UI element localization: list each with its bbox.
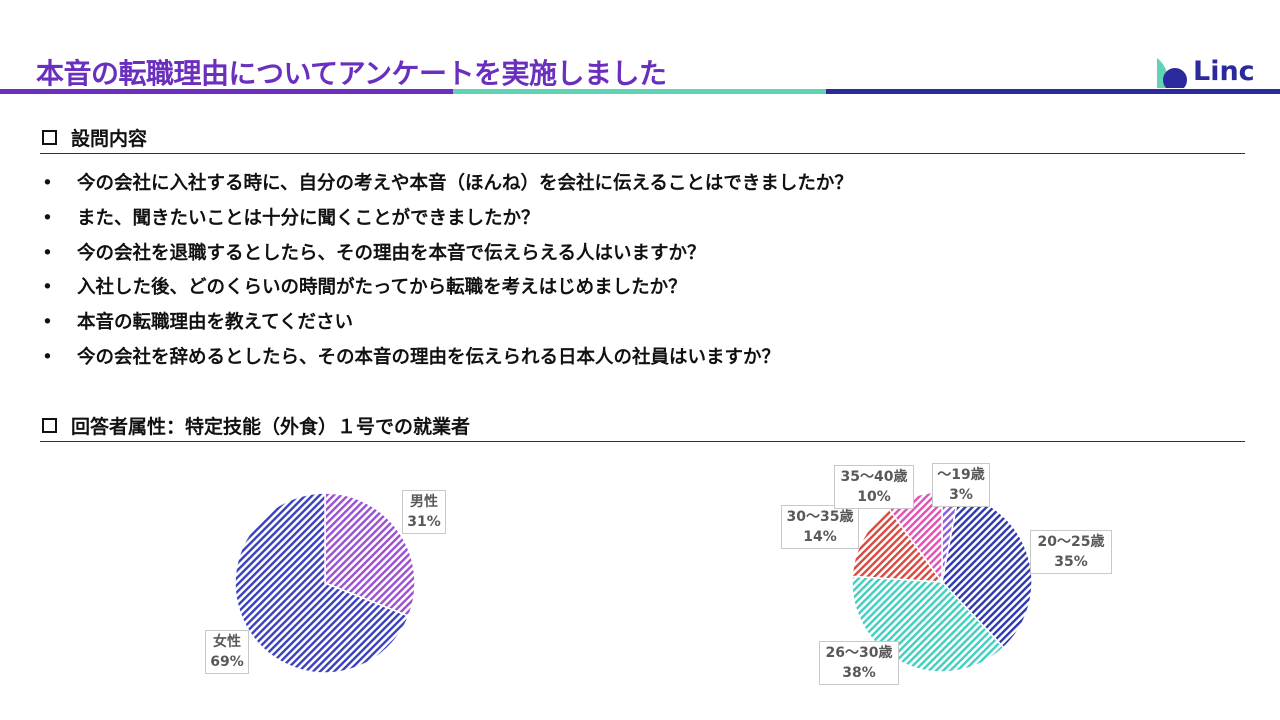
slice-value: 14% — [803, 529, 837, 545]
list-item: また、聞きたいことは十分に聞くことができましたか？ — [40, 202, 853, 237]
slice-value: 10% — [857, 489, 891, 505]
question-list: 今の会社に入社する時に、自分の考えや本音（ほんね）を会社に伝えることはできました… — [40, 167, 853, 376]
respondents-heading-text: 回答者属性：特定技能（外食）１号での就業者 — [71, 416, 471, 438]
slice-label: 20～25歳 — [1037, 534, 1105, 550]
logo-text: Linc — [1193, 56, 1255, 87]
slice-label: 男性 — [410, 494, 438, 510]
slice-label: 35～40歳 — [840, 469, 908, 485]
pie-label-30-35: 30～35歳 14% — [781, 505, 859, 549]
slice-value: 3% — [949, 487, 973, 503]
pie-slice-0-1 — [234, 492, 410, 674]
slice-label: 26～30歳 — [825, 645, 893, 661]
respondents-heading: 回答者属性：特定技能（外食）１号での就業者 — [42, 412, 470, 439]
title-underline-teal — [453, 89, 826, 94]
pie-label-female: 女性 69% — [205, 630, 249, 674]
list-item: 今の会社を退職するとしたら、その理由を本音で伝えらえる人はいますか？ — [40, 237, 853, 272]
divider — [40, 153, 1245, 154]
slice-label: 30～35歳 — [786, 509, 854, 525]
divider — [40, 441, 1245, 442]
pie-label-20-25: 20～25歳 35% — [1030, 530, 1112, 574]
pie-label-35-40: 35～40歳 10% — [834, 465, 914, 509]
pie-slice-1-3 — [851, 508, 944, 583]
pie-label-male: 男性 31% — [402, 490, 446, 534]
pie-label-26-30: 26～30歳 38% — [819, 641, 899, 685]
questions-heading-text: 設問内容 — [71, 128, 148, 150]
square-bullet-icon — [42, 418, 57, 433]
slice-value: 35% — [1054, 554, 1088, 570]
title-underline-purple — [0, 89, 453, 94]
pie-label-under-19: ～19歳 3% — [932, 463, 990, 507]
list-item: 今の会社を辞めるとしたら、その本音の理由を伝えられる日本人の社員はいますか？ — [40, 341, 853, 376]
page-title: 本音の転職理由についてアンケートを実施しました — [36, 57, 667, 90]
list-item: 今の会社に入社する時に、自分の考えや本音（ほんね）を会社に伝えることはできました… — [40, 167, 853, 202]
questions-heading: 設問内容 — [42, 124, 147, 151]
list-item: 本音の転職理由を教えてください — [40, 306, 853, 341]
slice-value: 69% — [210, 654, 244, 670]
slice-value: 38% — [842, 665, 876, 681]
slice-value: 31% — [407, 514, 441, 530]
title-underline-navy — [826, 89, 1280, 94]
list-item: 入社した後、どのくらいの時間がたってから転職を考えはじめましたか？ — [40, 271, 853, 306]
slice-label: ～19歳 — [937, 467, 985, 483]
square-bullet-icon — [42, 130, 57, 145]
slice-label: 女性 — [213, 634, 241, 650]
pie-slice-0-0 — [324, 492, 416, 618]
